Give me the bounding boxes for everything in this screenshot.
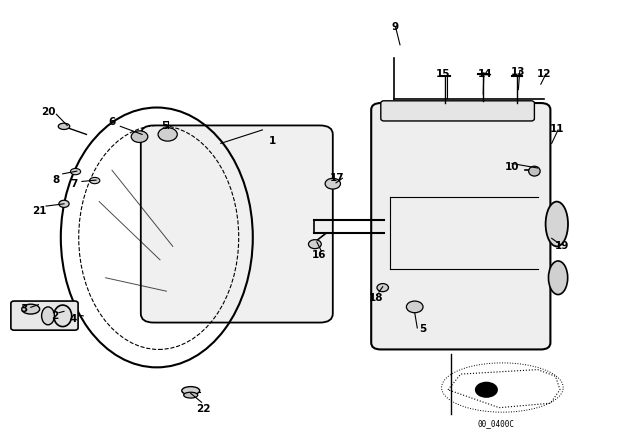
Ellipse shape (90, 177, 100, 184)
Text: 7: 7 (70, 179, 77, 189)
Text: 5: 5 (161, 121, 169, 131)
Text: 3: 3 (20, 304, 28, 314)
Text: 20: 20 (41, 107, 55, 117)
Circle shape (406, 301, 423, 313)
Ellipse shape (529, 166, 540, 176)
Ellipse shape (70, 168, 81, 175)
Text: 13: 13 (511, 67, 525, 77)
Circle shape (325, 178, 340, 189)
Text: 1: 1 (268, 136, 276, 146)
Text: 00_0400C: 00_0400C (477, 419, 515, 428)
Ellipse shape (54, 305, 72, 327)
Circle shape (377, 284, 388, 292)
Text: 9: 9 (392, 22, 399, 32)
Text: 18: 18 (369, 293, 383, 303)
FancyBboxPatch shape (381, 101, 534, 121)
Text: 15: 15 (436, 69, 451, 79)
Text: 10: 10 (505, 162, 519, 172)
FancyBboxPatch shape (11, 301, 78, 330)
Text: 8: 8 (52, 175, 60, 185)
Text: 16: 16 (312, 250, 326, 260)
Ellipse shape (545, 202, 568, 246)
Circle shape (475, 382, 498, 398)
Ellipse shape (184, 392, 198, 398)
Text: 21: 21 (33, 206, 47, 215)
Text: 17: 17 (330, 173, 344, 183)
Text: 22: 22 (196, 404, 211, 414)
Ellipse shape (182, 387, 200, 395)
Ellipse shape (22, 304, 40, 314)
Text: 6: 6 (108, 117, 116, 127)
Text: 14: 14 (478, 69, 492, 79)
FancyBboxPatch shape (371, 103, 550, 349)
Ellipse shape (42, 307, 54, 325)
FancyBboxPatch shape (141, 125, 333, 323)
Text: 12: 12 (537, 69, 551, 79)
Text: 4: 4 (70, 314, 77, 324)
Ellipse shape (58, 123, 70, 129)
Circle shape (158, 128, 177, 141)
Circle shape (59, 200, 69, 207)
Ellipse shape (548, 261, 568, 295)
Text: 11: 11 (550, 124, 564, 134)
Text: 2: 2 (51, 311, 58, 321)
Circle shape (131, 131, 148, 142)
Text: 19: 19 (555, 241, 569, 251)
Text: 5: 5 (419, 324, 426, 334)
Circle shape (308, 240, 321, 249)
